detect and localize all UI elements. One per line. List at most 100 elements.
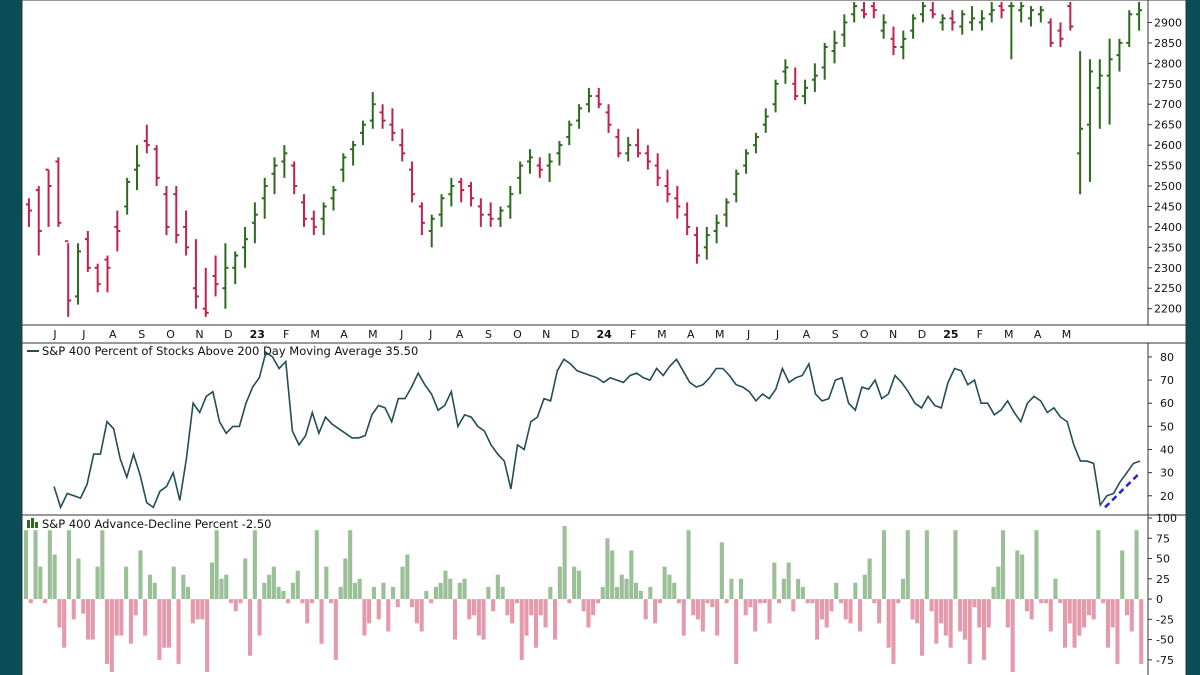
price-tick-label: 2400 [1154,221,1182,234]
price-axis-area [1147,0,1187,326]
ohlc-bar [143,124,150,154]
ad-bar [715,599,720,636]
ad-bar [934,599,939,644]
price-tick-label: 2300 [1154,262,1182,275]
ad-plot-area [21,514,1149,675]
ohlc-bar [320,202,327,236]
ad-bar [324,566,329,599]
ad-bar [676,599,681,604]
ad-bar [634,582,639,599]
ohlc-bar [409,161,416,203]
price-tick-label: 2700 [1154,98,1182,111]
ad-bar [1134,530,1139,600]
ad-bar [567,599,572,604]
ad-bar [90,599,95,640]
price-bars [25,2,1143,317]
ad-bar [133,599,138,616]
breadth-tick-label: 80 [1160,351,1174,364]
ohlc-bar [546,153,553,182]
month-label: M [715,328,725,341]
ad-bar [52,554,57,600]
ad-bar [438,582,443,599]
ad-bar [600,586,605,600]
ad-bar [1077,599,1082,636]
month-label: M [1004,328,1014,341]
ad-bar [591,599,596,616]
ohlc-bar [890,26,897,56]
ad-bar [648,586,653,600]
ad-bar [781,578,786,600]
ad-bar [109,599,114,672]
breadth-tick-label: 70 [1160,374,1174,387]
breadth-panel: S&P 400 Percent of Stocks Above 200 Day … [21,342,1187,516]
ad-tick-label: -75 [1156,654,1174,667]
ohlc-bar [910,14,917,39]
ad-bar [491,599,496,612]
ohlc-bar [124,177,131,215]
breadth-tick-label: 60 [1160,397,1174,410]
ad-bar [572,566,577,599]
ohlc-bar [222,243,229,309]
ad-bar [505,599,510,616]
ad-bar [495,574,500,599]
ad-bar [1053,578,1058,600]
ad-bar [1110,599,1115,628]
ad-bar [114,599,119,636]
month-label: J [746,328,750,341]
ohlc-bar [271,157,278,195]
ohlc-bar [654,153,661,187]
ohlc-bar [1136,2,1143,31]
ohlc-bar [507,186,514,219]
ad-bar [705,599,710,604]
ohlc-bar [1126,10,1133,47]
ad-bar [371,586,376,600]
month-label: J [399,328,403,341]
ad-bar [1096,530,1101,600]
ad-bar [843,599,848,620]
ad-bar [791,599,796,612]
ohlc-bar [202,267,209,317]
ohlc-bar [762,108,769,133]
ad-bar [228,599,233,604]
ohlc-bar [585,87,592,113]
ad-bar [824,599,829,628]
ad-bar [186,586,191,600]
ad-bar [834,582,839,599]
ad-bar [1010,599,1015,672]
ohlc-bar [988,2,995,23]
ad-bar [1120,550,1125,599]
ad-bar [867,558,872,599]
ohlc-bar [369,91,376,129]
ad-bar [319,599,324,644]
ohlc-bar [949,10,956,31]
month-label: S [138,328,145,341]
ohlc-bar [919,2,926,23]
month-label: N [195,328,203,341]
ad-bar [891,599,896,664]
month-label: M [1062,328,1072,341]
month-label: N [889,328,897,341]
ohlc-bar [752,132,759,154]
ad-bar [357,578,362,600]
ad-bar [691,599,696,616]
price-tick-label: 2250 [1154,282,1182,295]
ohlc-bar [448,177,455,207]
month-label: F [630,328,636,341]
ad-tick-label: 100 [1156,512,1177,525]
ad-bar [877,599,882,624]
ohlc-bar [183,210,190,256]
month-label: A [803,328,811,341]
ohlc-bar [861,2,867,19]
breadth-plot-area [21,342,1149,516]
month-label: O [513,328,522,341]
ohlc-bar [576,104,583,129]
price-tick-label: 2850 [1154,37,1182,50]
ohlc-bar [517,161,524,195]
ad-bar [386,599,391,632]
ad-bar [33,530,38,600]
ohlc-bar [615,128,622,158]
ohlc-bar [998,2,1005,19]
month-label: S [832,328,839,341]
ad-bar [543,599,548,628]
ohlc-bar [291,161,298,195]
